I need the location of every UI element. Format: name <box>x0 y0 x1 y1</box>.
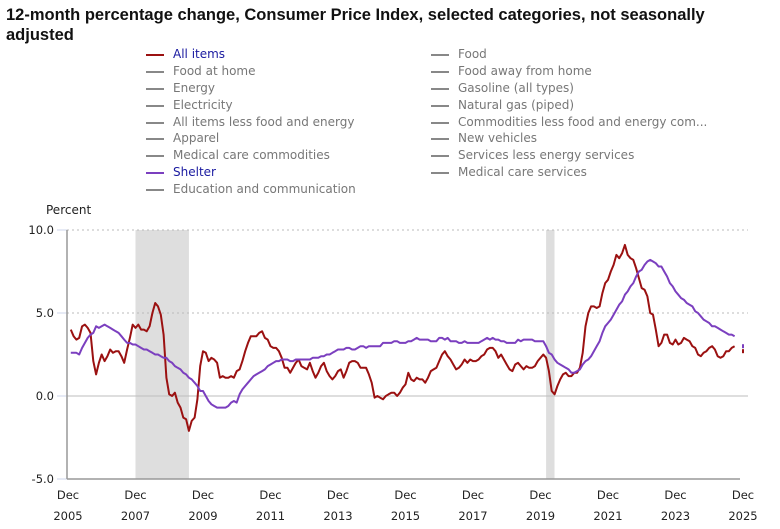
legend-swatch <box>146 189 164 192</box>
legend-item-shelter[interactable]: Shelter <box>146 164 356 181</box>
legend-swatch <box>146 70 164 73</box>
legend-label: Electricity <box>173 97 233 112</box>
x-tick-label-month: Dec <box>394 488 416 502</box>
legend-label: Services less energy services <box>458 148 635 163</box>
x-tick-label-month: Dec <box>259 488 281 502</box>
legend-swatch <box>431 138 449 141</box>
legend-item-food-at-home[interactable]: Food at home <box>146 63 356 80</box>
series-line-shelter <box>70 258 736 409</box>
legend-swatch <box>146 121 164 124</box>
legend-item-medical-services[interactable]: Medical care services <box>431 164 707 181</box>
legend-swatch <box>146 155 164 158</box>
legend-swatch <box>431 70 449 73</box>
legend-swatch <box>146 54 164 56</box>
legend-label: Commodities less food and energy com... <box>458 114 708 129</box>
legend-label: Food at home <box>173 63 256 78</box>
y-tick-label: 5.0 <box>36 306 54 320</box>
legend-label: Shelter <box>173 165 216 180</box>
legend-swatch <box>146 172 164 175</box>
x-tick-label-year: 2007 <box>121 509 150 523</box>
legend-swatch <box>431 172 449 175</box>
legend-label: All items <box>173 47 226 61</box>
legend-item-apparel[interactable]: Apparel <box>146 130 356 147</box>
legend-item-electricity[interactable]: Electricity <box>146 97 356 114</box>
legend-label: Food <box>458 47 487 61</box>
legend-label: New vehicles <box>458 131 537 146</box>
legend-swatch <box>431 54 449 56</box>
y-tick-label: 0.0 <box>36 389 54 403</box>
y-tick-label: -5.0 <box>32 472 54 486</box>
y-axis-label: Percent <box>46 203 92 217</box>
x-tick-label-month: Dec <box>327 488 349 502</box>
x-tick-label-year: 2015 <box>391 509 420 523</box>
legend-swatch <box>146 87 164 90</box>
x-tick-label-year: 2025 <box>728 509 757 523</box>
legend-label: Gasoline (all types) <box>458 80 574 95</box>
legend-item-core[interactable]: All items less food and energy <box>146 114 356 131</box>
series-line-all-items <box>69 243 736 432</box>
legend-item-all-items[interactable]: All items <box>146 46 356 63</box>
x-tick-label-month: Dec <box>124 488 146 502</box>
x-tick-label-year: 2009 <box>188 509 217 523</box>
x-tick-label-year: 2023 <box>661 509 690 523</box>
chart-title: 12-month percentage change, Consumer Pri… <box>6 6 705 44</box>
legend-label: Natural gas (piped) <box>458 97 575 112</box>
legend-right-column: Food Food away from home Gasoline (all t… <box>431 46 707 181</box>
x-tick-label-month: Dec <box>57 488 79 502</box>
legend-item-new-vehicles[interactable]: New vehicles <box>431 130 707 147</box>
y-tick-label: 10.0 <box>28 223 54 237</box>
legend-swatch <box>146 138 164 141</box>
axes <box>66 230 748 480</box>
legend-item-education-communication[interactable]: Education and communication <box>146 181 356 198</box>
legend-swatch <box>431 87 449 90</box>
x-tick-label-year: 2017 <box>458 509 487 523</box>
tick-labels: 10.05.00.0-5.0Dec2005Dec2007Dec2009Dec20… <box>28 223 757 523</box>
x-tick-label-year: 2005 <box>53 509 82 523</box>
legend-item-natural-gas[interactable]: Natural gas (piped) <box>431 97 707 114</box>
legend-label: Energy <box>173 80 216 95</box>
x-tick-label-year: 2013 <box>323 509 352 523</box>
x-tick-label-month: Dec <box>529 488 551 502</box>
legend-item-services-less-energy[interactable]: Services less energy services <box>431 147 707 164</box>
legend-item-food[interactable]: Food <box>431 46 707 63</box>
legend-item-medical-commodities[interactable]: Medical care commodities <box>146 147 356 164</box>
legend-item-core-commodities[interactable]: Commodities less food and energy com... <box>431 114 707 131</box>
legend-swatch <box>431 121 449 124</box>
legend-label: Medical care services <box>458 165 587 180</box>
x-tick-label-year: 2019 <box>526 509 555 523</box>
legend-item-gasoline[interactable]: Gasoline (all types) <box>431 80 707 97</box>
x-tick-label-year: 2021 <box>593 509 622 523</box>
legend-swatch <box>146 104 164 107</box>
x-tick-label-month: Dec <box>664 488 686 502</box>
legend-swatch <box>431 104 449 107</box>
series-lines <box>69 243 744 432</box>
x-tick-label-year: 2011 <box>256 509 285 523</box>
recession-band <box>135 230 189 479</box>
x-tick-label-month: Dec <box>597 488 619 502</box>
legend-label: Education and communication <box>173 182 356 197</box>
gridlines <box>57 229 748 480</box>
legend-label: All items less food and energy <box>173 114 355 129</box>
legend-label: Food away from home <box>458 63 592 78</box>
legend-item-food-away[interactable]: Food away from home <box>431 63 707 80</box>
legend-left-column: All items Food at home Energy Electricit… <box>146 46 356 198</box>
legend-swatch <box>431 155 449 158</box>
legend-label: Medical care commodities <box>173 148 330 163</box>
x-tick-label-month: Dec <box>462 488 484 502</box>
recession-bands <box>135 230 555 479</box>
x-tick-label-month: Dec <box>192 488 214 502</box>
x-tick-label-month: Dec <box>732 488 754 502</box>
legend-item-energy[interactable]: Energy <box>146 80 356 97</box>
legend-label: Apparel <box>173 131 220 146</box>
